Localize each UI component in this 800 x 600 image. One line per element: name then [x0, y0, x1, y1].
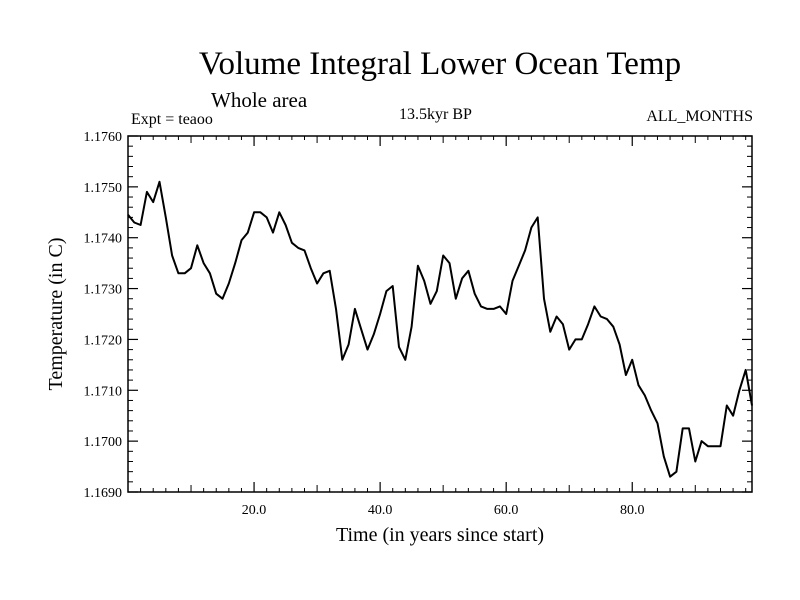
x-tick-labels: 20.0 40.0 60.0 80.0 — [242, 503, 645, 518]
x-axis-label: Time (in years since start) — [336, 524, 544, 546]
y-tick-label: 1.1690 — [84, 486, 123, 501]
experiment-label: Expt = teaoo — [131, 111, 213, 128]
y-axis-label: Temperature (in C) — [45, 238, 67, 391]
period-label: 13.5kyr BP — [399, 106, 472, 123]
x-tick-label: 80.0 — [620, 503, 645, 518]
tick-marks — [128, 135, 752, 493]
y-tick-labels: 1.1690 1.1700 1.1710 1.1720 1.1730 1.1740 1.17… — [84, 130, 123, 501]
chart-subtitle: Whole area — [211, 88, 308, 112]
y-tick-label: 1.1700 — [84, 435, 123, 450]
x-tick-label: 20.0 — [242, 503, 267, 518]
x-tick-label: 60.0 — [494, 503, 519, 518]
y-tick-label: 1.1760 — [84, 130, 123, 145]
months-label: ALL_MONTHS — [646, 108, 753, 125]
plot-frame — [127, 135, 753, 493]
x-tick-label: 40.0 — [368, 503, 393, 518]
y-tick-label: 1.1710 — [84, 384, 123, 399]
y-tick-label: 1.1730 — [84, 283, 123, 298]
y-tick-label: 1.1720 — [84, 333, 123, 348]
chart-title: Volume Integral Lower Ocean Temp — [198, 46, 682, 82]
series-line — [127, 180, 753, 478]
y-tick-label: 1.1750 — [84, 181, 123, 196]
y-tick-label: 1.1740 — [84, 232, 123, 247]
